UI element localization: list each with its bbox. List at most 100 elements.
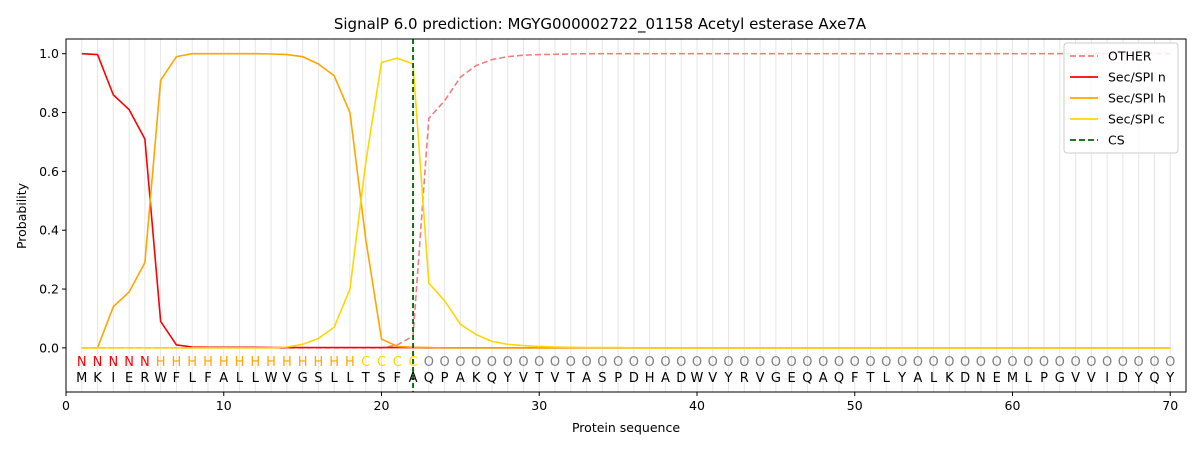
residue-label: E <box>125 371 133 386</box>
residue-label: D <box>1118 371 1128 386</box>
region-label: O <box>534 355 544 370</box>
region-label: O <box>518 355 528 370</box>
residue-label: A <box>582 371 591 386</box>
region-label: H <box>156 355 166 370</box>
residue-label: G <box>1055 371 1065 386</box>
legend-label: CS <box>1108 133 1125 148</box>
residue-label: D <box>629 371 639 386</box>
residue-label: T <box>534 371 543 386</box>
residue-label: R <box>140 371 149 386</box>
region-label: O <box>1070 355 1080 370</box>
grid-lines <box>81 39 1171 392</box>
residue-label: F <box>204 371 211 386</box>
region-label: O <box>960 355 970 370</box>
region-label: O <box>771 355 781 370</box>
plot-frame <box>65 38 1187 393</box>
region-label: H <box>203 355 213 370</box>
residue-label: L <box>1025 371 1033 386</box>
residue-label: Y <box>897 371 906 386</box>
region-label: O <box>1007 355 1017 370</box>
residue-label: W <box>691 371 704 386</box>
y-axis-label: Probability <box>14 182 29 249</box>
residue-label: P <box>1040 371 1048 386</box>
residue-label: T <box>566 371 575 386</box>
region-label: H <box>235 355 245 370</box>
residue-label: F <box>173 371 180 386</box>
residue-label: V <box>282 371 291 386</box>
region-label: O <box>1165 355 1175 370</box>
region-label: O <box>424 355 434 370</box>
region-label: O <box>597 355 607 370</box>
x-tick-label: 30 <box>531 398 547 413</box>
x-tick-label: 50 <box>847 398 863 413</box>
region-label: O <box>1102 355 1112 370</box>
residue-label: S <box>377 371 385 386</box>
residue-label: Q <box>1149 371 1159 386</box>
region-label: O <box>928 355 938 370</box>
residue-label: L <box>930 371 938 386</box>
series-lines <box>81 39 1171 392</box>
region-label: N <box>108 355 118 370</box>
residue-label: A <box>913 371 922 386</box>
region-label: H <box>298 355 308 370</box>
region-label: H <box>219 355 229 370</box>
residue-label: N <box>976 371 986 386</box>
region-label: O <box>613 355 623 370</box>
residue-label: L <box>346 371 354 386</box>
y-tick-label: 0.2 <box>39 282 59 297</box>
residue-label: K <box>472 371 481 386</box>
residue-label: K <box>945 371 954 386</box>
residue-label: K <box>93 371 102 386</box>
region-label: O <box>834 355 844 370</box>
residue-label: E <box>993 371 1001 386</box>
x-tick-label: 60 <box>1005 398 1021 413</box>
region-label: O <box>802 355 812 370</box>
region-label: H <box>329 355 339 370</box>
region-label: H <box>282 355 292 370</box>
x-tick-label: 70 <box>1162 398 1178 413</box>
region-label: N <box>77 355 87 370</box>
y-tick-label: 0.0 <box>39 340 59 355</box>
region-label: C <box>361 355 370 370</box>
residue-label: T <box>361 371 370 386</box>
residue-label: P <box>614 371 622 386</box>
residue-label: M <box>76 371 87 386</box>
residue-label: W <box>154 371 167 386</box>
region-label: O <box>471 355 481 370</box>
region-label: C <box>377 355 386 370</box>
residue-label: G <box>298 371 308 386</box>
region-label: H <box>172 355 182 370</box>
region-label: N <box>124 355 134 370</box>
residue-label: F <box>851 371 858 386</box>
y-tick-label: 0.6 <box>39 164 59 179</box>
residue-label: V <box>519 371 528 386</box>
residue-label: L <box>883 371 891 386</box>
residue-label: L <box>331 371 339 386</box>
region-label: O <box>1134 355 1144 370</box>
residue-label: S <box>598 371 606 386</box>
region-label: O <box>1055 355 1065 370</box>
region-label: H <box>266 355 276 370</box>
x-tick-label: 10 <box>216 398 232 413</box>
region-label: O <box>566 355 576 370</box>
residue-label: A <box>219 371 228 386</box>
sequence-annotations: NMNKNINENRHWHFHLHFHAHLHLHWHVHGHSHLHLCTCS… <box>76 355 1175 386</box>
region-label: O <box>865 355 875 370</box>
residue-label: V <box>1087 371 1096 386</box>
region-label: O <box>581 355 591 370</box>
region-label: O <box>897 355 907 370</box>
residue-label: G <box>771 371 781 386</box>
legend-label: Sec/SPI h <box>1108 91 1166 106</box>
legend-label: OTHER <box>1108 49 1152 64</box>
residue-label: A <box>409 371 418 386</box>
region-label: O <box>850 355 860 370</box>
residue-label: T <box>866 371 875 386</box>
residue-label: I <box>1105 371 1109 386</box>
residue-label: L <box>252 371 260 386</box>
region-label: O <box>755 355 765 370</box>
residue-label: V <box>1071 371 1080 386</box>
legend-box <box>1063 42 1179 154</box>
region-label: H <box>187 355 197 370</box>
